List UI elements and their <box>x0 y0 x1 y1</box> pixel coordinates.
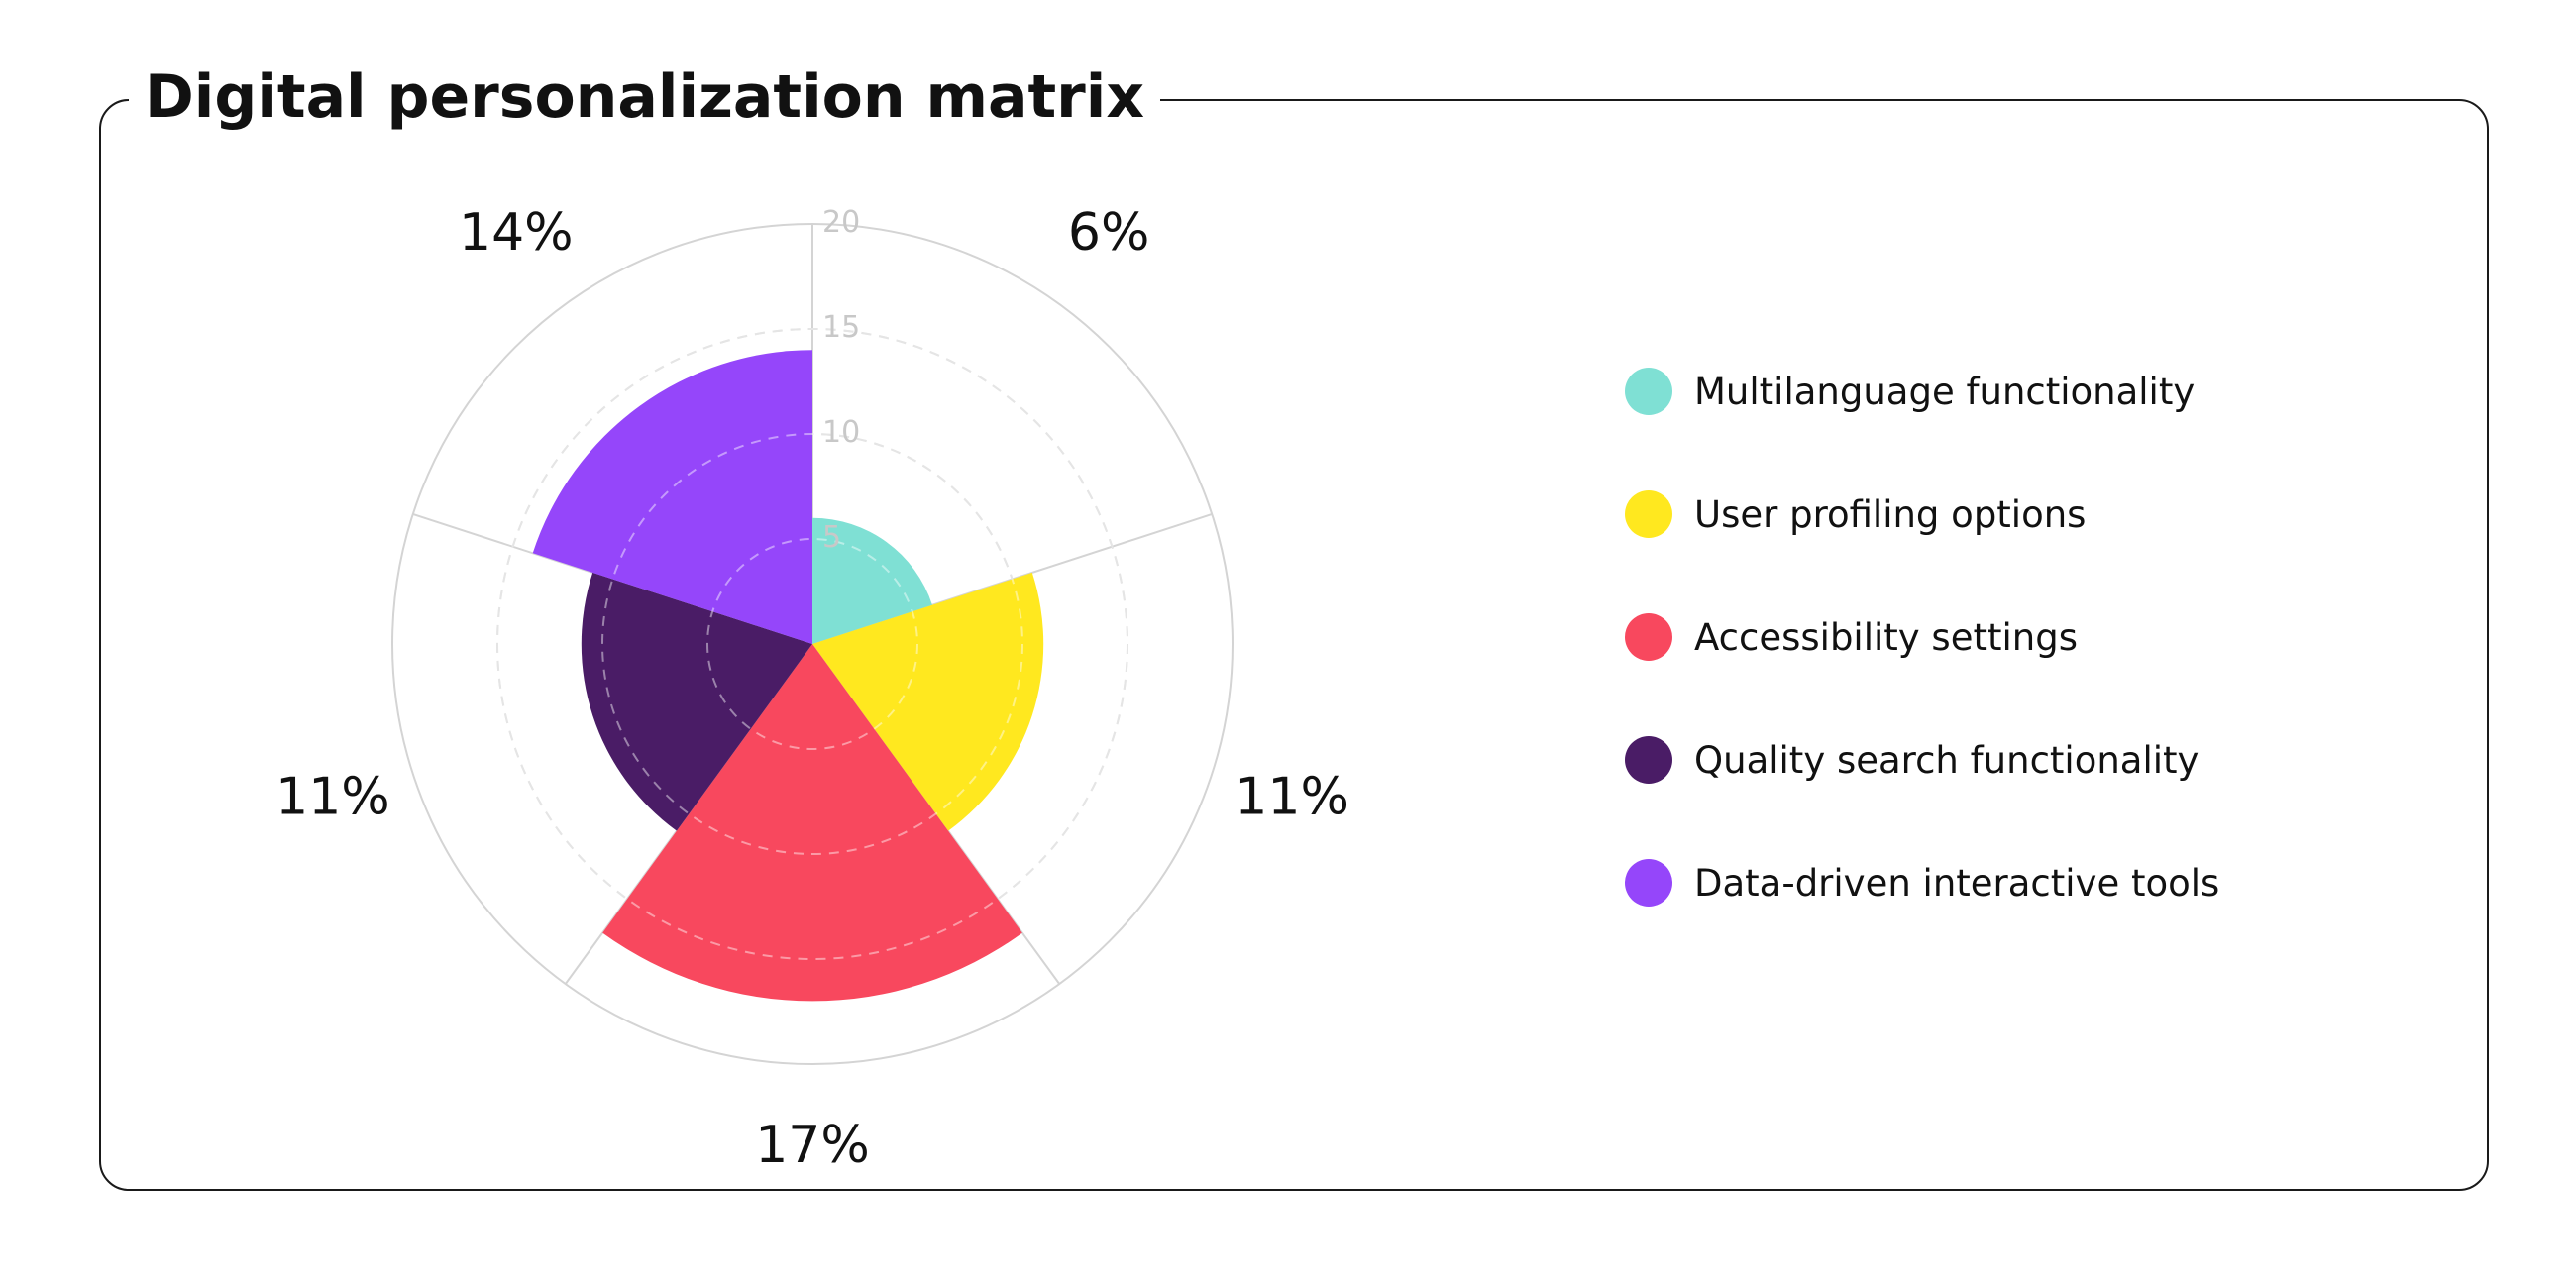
grid-ring-overlay <box>706 538 918 750</box>
value-label: 11% <box>275 767 390 826</box>
legend-swatch-0 <box>1625 368 1672 415</box>
legend-label: User profiling options <box>1694 492 2087 536</box>
chart-title: Digital personalization matrix <box>129 57 1161 137</box>
radial-tick-label: 5 <box>822 520 841 555</box>
legend-swatch-3 <box>1625 736 1672 784</box>
legend-swatch-2 <box>1625 613 1672 661</box>
wedge-2 <box>602 644 1022 1002</box>
legend-item: Data-driven interactive tools <box>1625 858 2219 908</box>
legend-label: Accessibility settings <box>1694 615 2078 659</box>
value-label: 11% <box>1234 767 1349 826</box>
chart-frame <box>99 99 2489 1191</box>
wedge-0 <box>812 517 932 644</box>
grid-ring-overlay <box>496 328 1128 960</box>
wedge-1 <box>812 572 1044 831</box>
grid-ring-overlay <box>601 433 1023 855</box>
wedge-3 <box>581 572 812 831</box>
legend-swatch-1 <box>1625 490 1672 538</box>
legend-label: Multilanguage functionality <box>1694 370 2196 413</box>
radial-tick-label: 10 <box>822 415 860 450</box>
legend-label: Data-driven interactive tools <box>1694 861 2220 905</box>
chart-wedges <box>496 328 1128 1002</box>
legend-item: User profiling options <box>1625 489 2219 539</box>
wedge-4 <box>532 350 812 644</box>
grid-ring <box>496 328 1128 960</box>
value-label: 14% <box>459 203 574 263</box>
value-label: 17% <box>755 1116 870 1175</box>
legend-swatch-4 <box>1625 859 1672 907</box>
polar-area-chart: 5 10 15 20 6% 11% 17% 11% 14% <box>275 203 1349 1175</box>
chart-legend: Multilanguage functionality User profili… <box>1625 367 2219 981</box>
legend-item: Multilanguage functionality <box>1625 367 2219 416</box>
legend-label: Quality search functionality <box>1694 738 2200 782</box>
radial-tick-label: 15 <box>822 310 860 345</box>
radial-tick-label: 20 <box>822 205 860 240</box>
chart-value-labels: 6% 11% 17% 11% 14% <box>275 203 1349 1175</box>
legend-item: Accessibility settings <box>1625 612 2219 662</box>
chart-radial-ticks: 5 10 15 20 <box>822 205 860 555</box>
value-label: 6% <box>1068 203 1150 263</box>
legend-item: Quality search functionality <box>1625 735 2219 785</box>
